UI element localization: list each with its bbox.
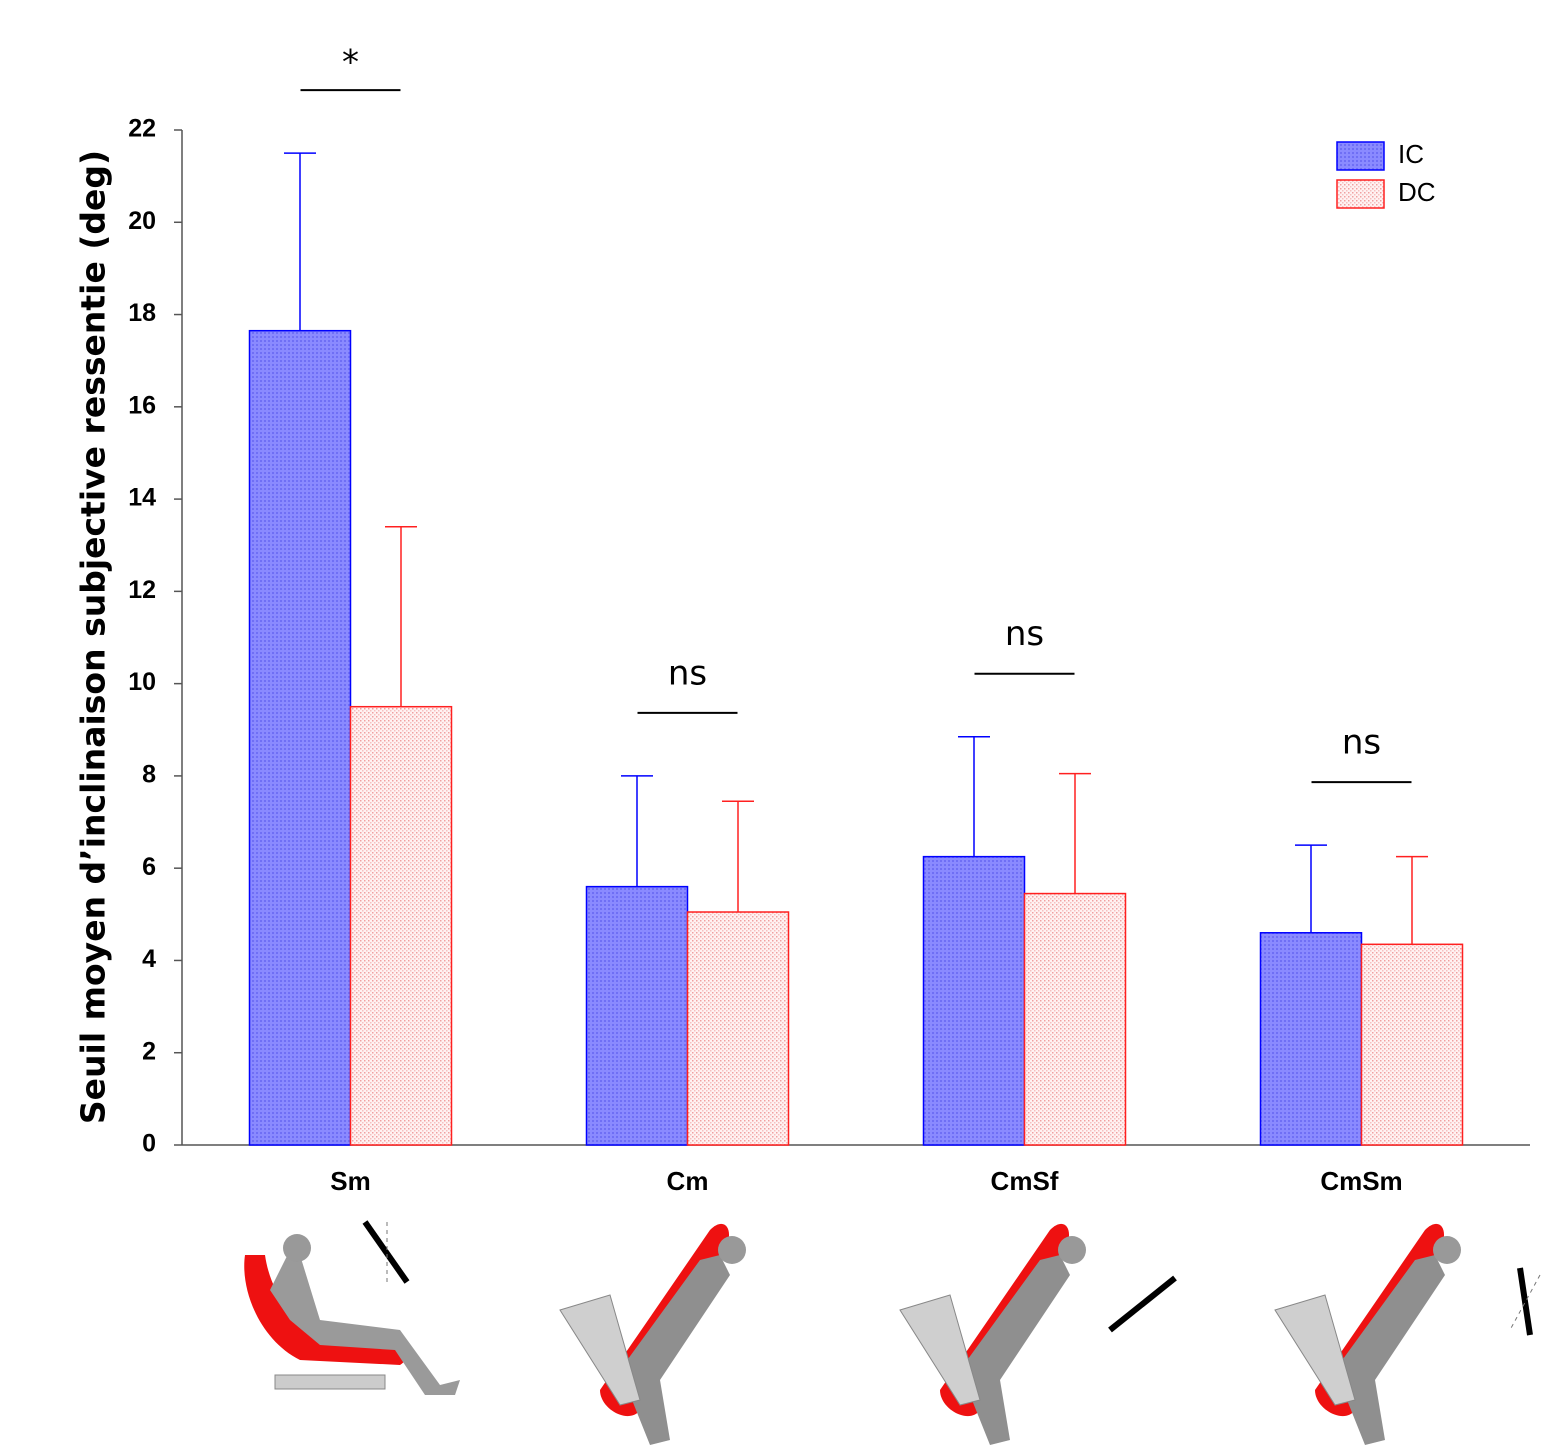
x-tick-label: Sm — [330, 1166, 370, 1196]
y-tick-label: 22 — [128, 115, 156, 143]
bar — [587, 887, 688, 1145]
bar — [250, 331, 351, 1145]
bar — [1025, 894, 1126, 1145]
illustrations — [244, 1222, 1540, 1445]
y-tick-label: 6 — [142, 853, 156, 881]
illustration-cmsm — [1275, 1224, 1540, 1445]
legend-swatch — [1337, 142, 1384, 170]
significance-label: ns — [1005, 614, 1044, 654]
y-tick-label: 2 — [142, 1037, 156, 1065]
significance-label: ns — [1342, 723, 1381, 763]
bar — [688, 912, 789, 1145]
x-tick-label: CmSm — [1320, 1166, 1402, 1196]
legend-label: DC — [1398, 177, 1436, 207]
y-tick-label: 16 — [128, 391, 156, 419]
y-tick-label: 0 — [142, 1130, 156, 1158]
significance-label: ns — [668, 653, 707, 693]
legend-swatch — [1337, 180, 1384, 208]
y-tick-label: 8 — [142, 761, 156, 789]
x-tick-label: Cm — [667, 1166, 709, 1196]
legend-label: IC — [1398, 139, 1424, 169]
bar — [1362, 944, 1463, 1145]
bar — [1261, 933, 1362, 1145]
bar — [924, 857, 1025, 1145]
illustration-cmsf — [900, 1224, 1175, 1445]
page: {"chart_data": { "type": "bar", "y_label… — [0, 0, 1561, 1446]
y-axis-title: Seuil moyen d’inclinaison subjective res… — [74, 150, 113, 1124]
y-tick-label: 10 — [128, 668, 156, 696]
y-tick-label: 12 — [128, 576, 156, 604]
significance-label: * — [342, 43, 359, 83]
illustration-sm — [244, 1222, 460, 1395]
x-tick-label: CmSf — [991, 1166, 1059, 1196]
y-tick-label: 20 — [128, 207, 156, 235]
y-tick-label: 18 — [128, 299, 156, 327]
chart: Seuil moyen d’inclinaison subjective res… — [0, 0, 1561, 1446]
y-tick-label: 14 — [128, 484, 156, 512]
bar — [351, 707, 452, 1145]
illustration-cm — [560, 1224, 746, 1445]
y-tick-label: 4 — [142, 945, 156, 973]
